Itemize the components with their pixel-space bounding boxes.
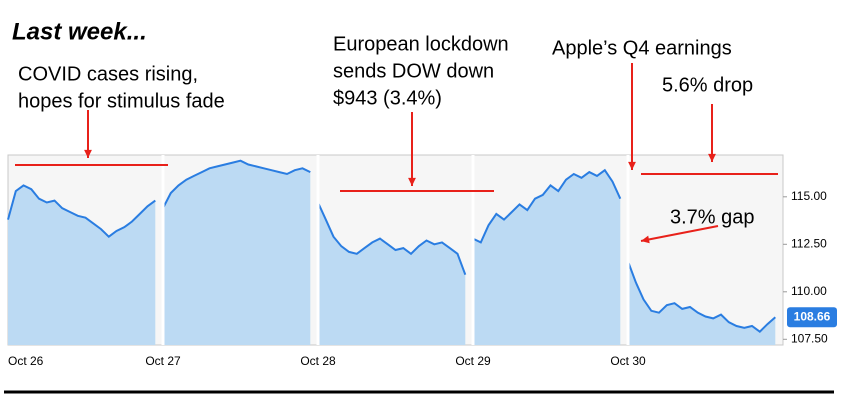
price-line xyxy=(7,184,156,239)
annotation: European lockdown xyxy=(333,33,509,55)
y-tick-label: 112.50 xyxy=(791,236,827,250)
chart-title: Last week... xyxy=(12,18,147,45)
x-tick-label: Oct 27 xyxy=(145,354,181,368)
annotation: sends DOW down xyxy=(333,60,494,82)
x-tick-label: Oct 30 xyxy=(610,354,646,368)
price-line xyxy=(162,159,311,209)
price-line xyxy=(317,202,467,276)
area xyxy=(163,160,311,345)
last-price-label: 108.66 xyxy=(794,309,831,323)
x-tick-label: Oct 26 xyxy=(8,354,44,368)
x-tick-label: Oct 28 xyxy=(300,354,336,368)
y-tick-label: 107.50 xyxy=(791,331,828,345)
annotation: 3.7% gap xyxy=(670,206,755,228)
annotation: COVID cases rising, xyxy=(18,63,198,85)
arrow-head xyxy=(408,177,416,186)
annotation: hopes for stimulus fade xyxy=(18,90,225,112)
area xyxy=(318,202,466,345)
y-tick-label: 110.00 xyxy=(791,284,827,298)
last-price-box xyxy=(787,307,837,328)
area xyxy=(473,170,621,345)
arrow xyxy=(640,225,719,242)
arrow-head xyxy=(641,235,650,244)
annotation: 5.6% drop xyxy=(662,74,753,96)
area xyxy=(628,261,776,345)
arrow-head xyxy=(628,161,636,170)
y-tick-label: 115.00 xyxy=(791,189,827,203)
area xyxy=(8,185,156,345)
arrow-head xyxy=(708,153,716,162)
annotation: $943 (3.4%) xyxy=(333,87,442,109)
annotation: Apple’s Q4 earnings xyxy=(552,37,732,59)
x-tick-label: Oct 29 xyxy=(455,354,491,368)
price-line xyxy=(472,168,622,244)
price-line xyxy=(627,261,776,334)
arrow-head xyxy=(84,149,92,158)
